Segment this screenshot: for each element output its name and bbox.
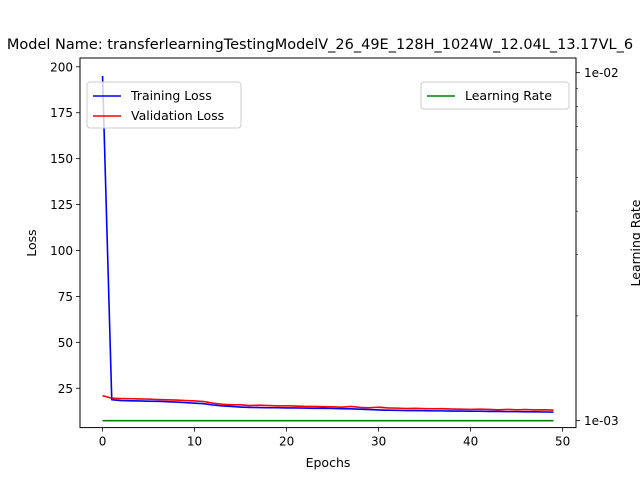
x-tick-label: 10 (187, 435, 202, 449)
legend-label-learning-rate: Learning Rate (465, 88, 552, 103)
y-tick-label: 50 (58, 336, 73, 350)
legend-label-training-loss: Training Loss (130, 88, 212, 103)
chart-title: Model Name: transferlearningTestingModel… (7, 37, 633, 53)
y-tick-label: 175 (50, 106, 73, 120)
legend-lr-box (420, 81, 570, 110)
x-tick-label: 50 (555, 435, 570, 449)
series-line-training-loss (101, 75, 554, 413)
plot-frame (79, 57, 577, 429)
y2-tick-label: 1e-03 (584, 414, 619, 428)
legend-learning-rate: Learning Rate (420, 81, 570, 110)
y-tick-label: 25 (58, 382, 73, 396)
y-tick-label: 75 (58, 290, 73, 304)
x-tick-label: 20 (279, 435, 294, 449)
x-axis-ticks: 0 10 20 30 40 50 (99, 427, 570, 449)
y-tick-label: 200 (50, 60, 73, 74)
series-layer (101, 75, 554, 422)
y-tick-label: 125 (50, 198, 73, 212)
x-axis-label: Epochs (306, 455, 351, 470)
x-tick-label: 30 (371, 435, 386, 449)
x-tick-label: 40 (463, 435, 478, 449)
y2-tick-label: 1e-02 (584, 66, 619, 80)
y-axis-label: Loss (24, 229, 39, 256)
x-tick-label: 0 (99, 435, 107, 449)
legend-loss-box (86, 81, 242, 129)
legend-label-validation-loss: Validation Loss (131, 108, 224, 123)
y2-axis-label: Learning Rate (628, 199, 640, 286)
y2-axis-ticks: 1e-03 1e-02 (576, 66, 619, 428)
y-axis-ticks: 25 50 75 100 125 150 175 200 (50, 60, 80, 396)
series-line-validation-loss (102, 394, 554, 411)
y-tick-label: 100 (50, 244, 73, 258)
y-tick-label: 150 (50, 152, 73, 166)
legend-loss: Training Loss Validation Loss (86, 81, 242, 129)
